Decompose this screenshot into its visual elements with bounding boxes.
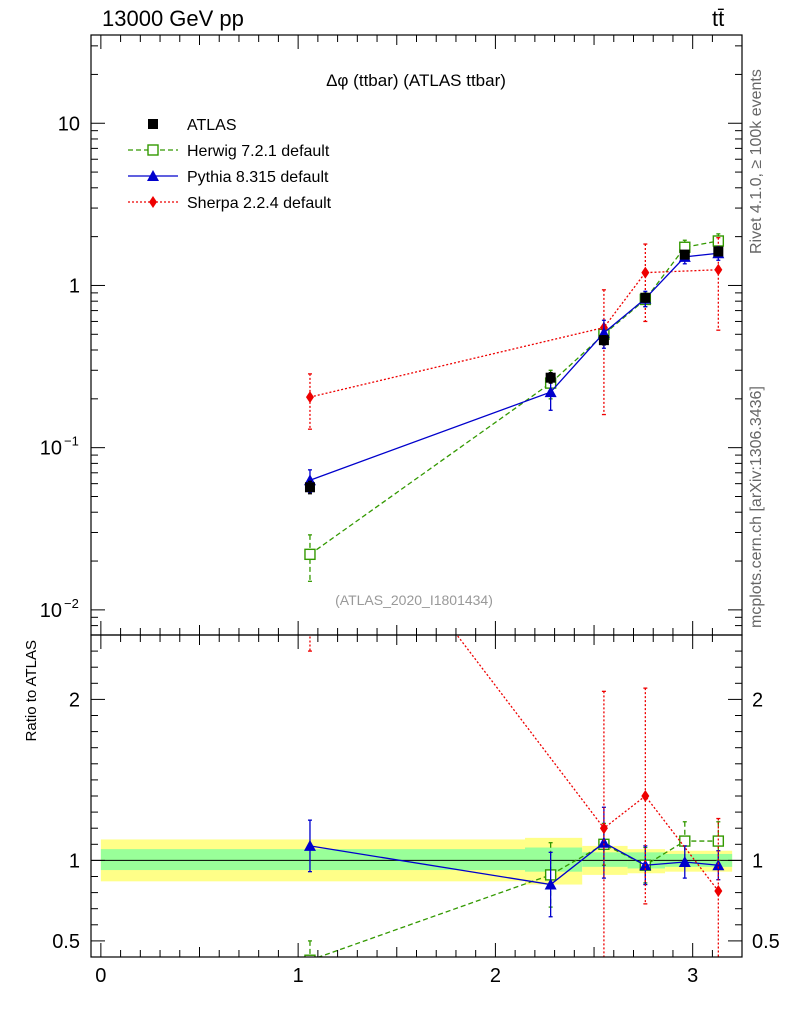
main-point-atlas bbox=[304, 482, 315, 493]
ratio-band-green bbox=[525, 847, 583, 872]
legend-label-atlas: ATLAS bbox=[187, 117, 237, 134]
main-y-tick-exponent: −1 bbox=[64, 434, 79, 449]
legend-label-pythia: Pythia 8.315 default bbox=[187, 169, 329, 186]
ratio-point-sherpa bbox=[641, 790, 650, 802]
legend-entry-pythia: Pythia 8.315 default bbox=[128, 169, 329, 186]
x-tick-label: 2 bbox=[490, 965, 501, 987]
analysis-watermark: (ATLAS_2020_I1801434) bbox=[335, 592, 493, 608]
main-series-herwig bbox=[304, 233, 725, 582]
main-point-herwig bbox=[304, 548, 316, 561]
ratio-point-herwig bbox=[679, 835, 691, 847]
ratio-y-tick-label-left: 2 bbox=[69, 689, 80, 711]
ratio-line-sherpa bbox=[456, 635, 719, 892]
ratio-y-tick-label-right: 1 bbox=[752, 850, 763, 872]
legend-label-herwig: Herwig 7.2.1 default bbox=[187, 143, 330, 160]
ratio-band-green bbox=[100, 849, 525, 871]
main-y-tick-label: 1 bbox=[69, 275, 80, 297]
header-process-label: 13000 GeV pp bbox=[102, 6, 244, 31]
main-point-sherpa bbox=[641, 266, 650, 279]
legend-entry-sherpa: Sherpa 2.2.4 default bbox=[128, 195, 332, 212]
main-y-tick-label: 10 bbox=[40, 600, 62, 622]
ratio-point-herwig bbox=[304, 954, 316, 957]
ratio-y-tick-label-right: 0.5 bbox=[752, 931, 780, 953]
ratio-series-group bbox=[303, 436, 725, 957]
ratio-line-herwig bbox=[317, 840, 719, 957]
main-line-sherpa bbox=[309, 269, 719, 398]
main-point-atlas bbox=[598, 335, 609, 346]
ratio-point-sherpa bbox=[714, 884, 723, 897]
main-point-pythia bbox=[597, 326, 610, 338]
legend: ATLAS Herwig 7.2.1 default Pythia 8.315 de… bbox=[128, 117, 332, 212]
main-point-sherpa bbox=[714, 263, 723, 276]
legend-marker-atlas bbox=[148, 119, 158, 129]
ratio-series-sherpa bbox=[306, 436, 723, 957]
main-y-tick-label: 10 bbox=[40, 438, 62, 460]
legend-label-sherpa: Sherpa 2.2.4 default bbox=[187, 195, 332, 212]
legend-entry-atlas: ATLAS bbox=[148, 117, 237, 134]
main-series-pythia bbox=[303, 246, 725, 494]
ratio-point-pythia bbox=[712, 859, 725, 871]
main-point-atlas bbox=[713, 246, 724, 257]
ratio-y-axis-label: Ratio to ATLAS bbox=[23, 640, 40, 741]
main-point-sherpa bbox=[305, 391, 314, 404]
x-tick-label: 1 bbox=[293, 965, 304, 987]
main-plot-title: Δφ (ttbar) (ATLAS ttbar) bbox=[326, 71, 506, 90]
main-point-atlas bbox=[679, 249, 690, 260]
ratio-point-sherpa bbox=[599, 822, 608, 835]
main-point-pythia bbox=[544, 386, 557, 398]
main-line-pythia bbox=[309, 252, 719, 481]
ratio-point-herwig bbox=[712, 835, 725, 847]
ratio-point-pythia bbox=[303, 839, 316, 851]
ratio-point-pythia bbox=[597, 836, 610, 848]
main-line-herwig bbox=[309, 240, 719, 555]
main-point-atlas bbox=[640, 292, 651, 303]
legend-marker-sherpa bbox=[149, 196, 157, 208]
main-series-sherpa bbox=[305, 237, 723, 430]
axis-ticks bbox=[91, 35, 742, 957]
main-series-group bbox=[303, 233, 725, 582]
legend-entry-herwig: Herwig 7.2.1 default bbox=[128, 143, 330, 160]
legend-marker-herwig bbox=[147, 144, 159, 156]
ratio-point-pythia bbox=[544, 878, 557, 890]
ratio-point-sherpa bbox=[306, 436, 314, 448]
ratio-line-pythia bbox=[309, 841, 719, 886]
main-y-tick-exponent: −2 bbox=[64, 596, 79, 611]
main-series-atlas bbox=[304, 246, 724, 495]
ratio-y-tick-label-left: 1 bbox=[69, 850, 80, 872]
x-tick-label: 0 bbox=[95, 965, 106, 987]
ratio-band-green bbox=[582, 852, 628, 867]
x-tick-label: 3 bbox=[687, 965, 698, 987]
main-y-tick-label: 10 bbox=[58, 113, 80, 135]
main-point-atlas bbox=[545, 372, 556, 383]
ratio-y-tick-label-left: 0.5 bbox=[52, 931, 80, 953]
ratio-y-tick-label-right: 2 bbox=[752, 689, 763, 711]
legend-marker-pythia bbox=[147, 170, 159, 181]
header-final-state-label: tt̄ bbox=[712, 6, 725, 31]
ratio-point-pythia bbox=[678, 856, 691, 868]
